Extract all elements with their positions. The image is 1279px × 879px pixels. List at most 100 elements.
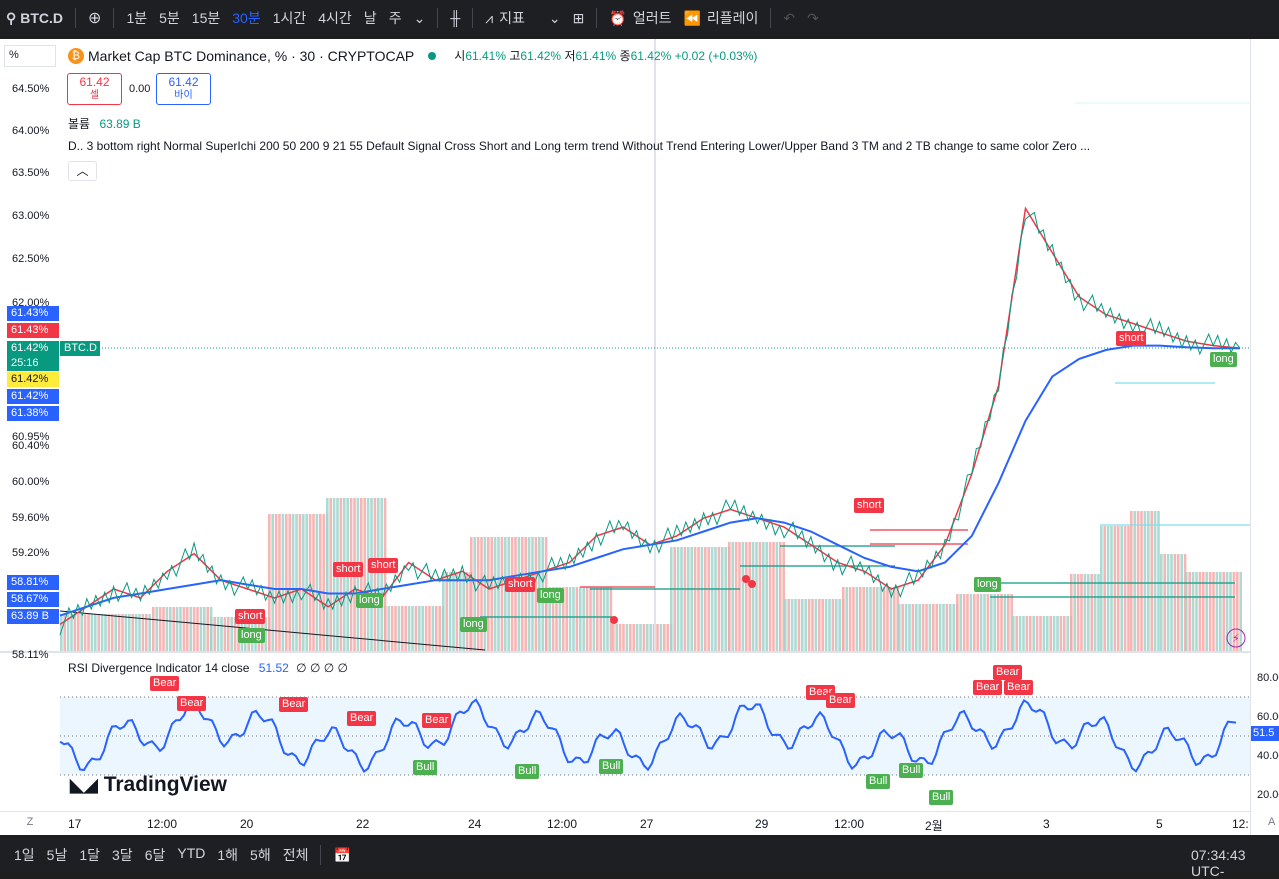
- volume-bar: [1056, 616, 1059, 651]
- range-7[interactable]: 5해: [250, 847, 271, 863]
- volume-bar: [945, 604, 949, 651]
- price-chart[interactable]: ⚡: [0, 39, 1250, 835]
- chart-area[interactable]: ⚡ % 64.50% 64.00% 63.50% 63.00% 62.50% 62.00%…: [0, 39, 1279, 835]
- zoom-button[interactable]: Z: [26, 816, 34, 828]
- volume-bar: [1032, 616, 1035, 651]
- volume-bar: [326, 498, 329, 651]
- interval-1[interactable]: 5분: [159, 10, 180, 26]
- volume-bar: [956, 594, 959, 651]
- compare-button[interactable]: ⊕: [82, 0, 107, 36]
- chevron-down-icon: ⌄: [548, 9, 561, 26]
- auto-scale-button[interactable]: A: [1268, 816, 1276, 828]
- replay-button[interactable]: ⏪ 리플레이: [677, 0, 764, 36]
- price-label: 59.20%: [12, 547, 50, 559]
- volume-bar: [642, 624, 646, 651]
- short-signal-tag: short: [1116, 331, 1147, 346]
- flash-icon[interactable]: [1226, 628, 1246, 648]
- sell-button[interactable]: 61.42 셀: [67, 73, 122, 105]
- volume-bar: [751, 542, 755, 651]
- volume-bar: [1052, 616, 1056, 651]
- legend-title[interactable]: Market Cap BTC Dominance, % · 30 · CRYPT…: [88, 47, 415, 64]
- range-2[interactable]: 1달: [79, 847, 101, 863]
- interval-4[interactable]: 1시간: [272, 10, 307, 26]
- percent-box[interactable]: %: [4, 45, 56, 67]
- undo-button[interactable]: ↶: [777, 0, 801, 36]
- volume-bar: [448, 572, 452, 651]
- range-5[interactable]: YTD: [177, 845, 206, 861]
- price-tag: 63.89 B: [7, 609, 59, 624]
- range-6[interactable]: 1해: [217, 847, 239, 863]
- indicators-button[interactable]: ⩘ 지표 ⌄: [479, 0, 566, 36]
- interval-6[interactable]: 날: [363, 10, 377, 26]
- volume-bar: [548, 587, 551, 651]
- collapse-button[interactable]: ︿: [68, 161, 97, 181]
- volume-bar: [797, 599, 801, 651]
- trend-line[interactable]: [59, 610, 486, 651]
- volume-bar: [928, 604, 932, 651]
- lightning-icon: ⚡: [1232, 632, 1240, 645]
- redo-button[interactable]: ↷: [801, 0, 825, 36]
- range-3[interactable]: 3달: [112, 847, 133, 863]
- volume-bar: [459, 572, 462, 651]
- volume-bar: [784, 599, 787, 651]
- volume-bar: [80, 614, 83, 651]
- volume-bar: [1066, 616, 1069, 651]
- tradingview-logo[interactable]: ◣◢ TradingView: [70, 773, 227, 797]
- volume-bar: [1113, 526, 1117, 651]
- volume-bar: [521, 537, 524, 651]
- volume-bar: [510, 537, 514, 651]
- time-axis[interactable]: Z A 17 12:00 20 22 24 12:00 27 29 12:00 2월 3 5 12:: [0, 811, 1275, 835]
- indicator-legend[interactable]: D.. 3 bottom right Normal SuperIchi 200 …: [68, 139, 1091, 153]
- market-status-dot[interactable]: [428, 51, 437, 60]
- volume-bar: [278, 514, 281, 651]
- range-1[interactable]: 5날: [46, 847, 68, 863]
- volume-bar: [264, 617, 267, 651]
- volume-bar: [63, 614, 66, 651]
- time-label: 12:: [1232, 817, 1249, 831]
- layouts-button[interactable]: ⊞: [567, 0, 591, 36]
- rsi-value-tag: 51.5: [1251, 726, 1279, 741]
- range-8[interactable]: 전체: [282, 847, 309, 863]
- interval-dropdown[interactable]: ⌄: [408, 0, 432, 36]
- volume-bar: [693, 547, 697, 651]
- volume-bar: [625, 624, 629, 651]
- volume-value: 63.89 B: [99, 117, 141, 131]
- volume-bar: [932, 604, 935, 651]
- range-4[interactable]: 6달: [144, 847, 166, 863]
- price-scale[interactable]: % 64.50% 64.00% 63.50% 63.00% 62.50% 62.00% 60…: [0, 39, 60, 661]
- volume-bar: [865, 587, 869, 651]
- rewind-icon: ⏪: [683, 9, 701, 26]
- interval-0[interactable]: 1분: [126, 10, 148, 26]
- date-range-button[interactable]: 📅: [327, 847, 356, 864]
- chart-type-button[interactable]: ╫: [444, 0, 466, 36]
- volume-bar: [765, 542, 768, 651]
- volume-bar: [121, 614, 124, 651]
- volume-bar: [748, 542, 751, 651]
- volume-bar: [582, 587, 585, 651]
- volume-bar: [551, 587, 555, 651]
- volume-bar: [531, 537, 534, 651]
- symbol-search[interactable]: ⚲ BTC.D: [0, 0, 69, 36]
- clock[interactable]: 07:34:43 UTC-: [1191, 847, 1246, 879]
- interval-2[interactable]: 15분: [191, 10, 221, 26]
- volume-bar: [1059, 616, 1063, 651]
- divider: [472, 8, 474, 28]
- alert-button[interactable]: ⏰ 얼러트: [603, 0, 677, 36]
- buy-button[interactable]: 61.42 바이: [156, 73, 211, 105]
- volume-bar: [281, 514, 285, 651]
- sell-price: 61.42: [79, 75, 110, 89]
- volume-bar: [302, 514, 305, 651]
- range-0[interactable]: 1일: [14, 847, 35, 863]
- volume-bar: [572, 587, 575, 651]
- rsi-title[interactable]: RSI Divergence Indicator 14 close: [68, 661, 250, 675]
- volume-bar: [787, 599, 790, 651]
- interval-5[interactable]: 4시간: [318, 10, 352, 26]
- interval-7[interactable]: 주: [388, 10, 402, 26]
- volume-bar: [138, 614, 141, 651]
- interval-3[interactable]: 30분: [232, 10, 261, 26]
- high-label: 고: [509, 49, 521, 63]
- divider: [75, 8, 77, 28]
- rsi-scale[interactable]: 80.00 60.00 40.00 20.00 51.5: [1250, 39, 1279, 835]
- signal-dot: [610, 616, 618, 624]
- volume-bar: [1110, 526, 1113, 651]
